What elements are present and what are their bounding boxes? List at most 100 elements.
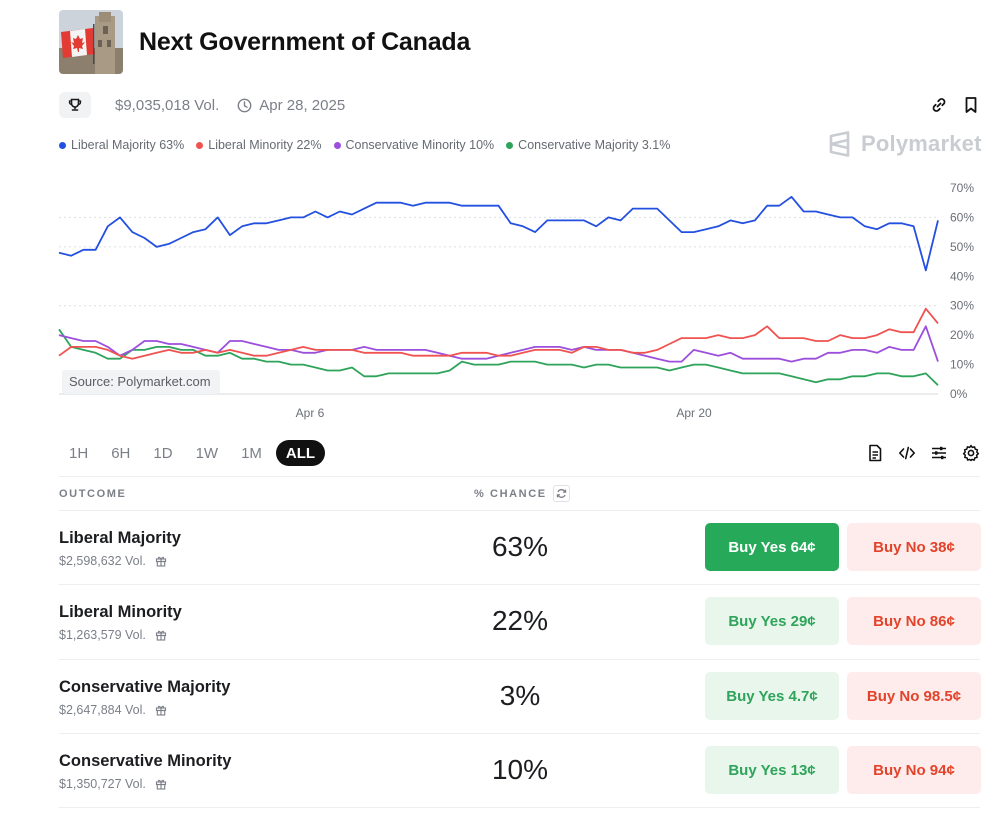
chart-gridlines: [59, 216, 938, 395]
range-1h-button[interactable]: 1H: [69, 444, 89, 462]
legend-item-liberal-majority: Liberal Majority 63%: [59, 138, 184, 152]
outcomes-table-header: OUTCOME % CHANCE: [59, 476, 980, 510]
code-icon: [899, 446, 915, 460]
outcome-volume: $1,263,579 Vol.: [59, 628, 167, 642]
time-range-selector: 1H 6H 1D 1W 1M ALL: [59, 440, 330, 466]
chance-column-header: % CHANCE: [474, 485, 570, 502]
outcome-name: Conservative Majority: [59, 678, 231, 696]
outcome-volume-text: $2,598,632 Vol.: [59, 554, 146, 568]
buy-yes-button[interactable]: Buy Yes 4.7¢: [705, 672, 839, 720]
gear-icon: [962, 444, 980, 462]
buy-no-button[interactable]: Buy No 94¢: [847, 746, 981, 794]
trophy-badge[interactable]: [59, 92, 91, 118]
price-history-chart: 70% 60% 50% 40% 30% 20% 10% 0% Apr 6 Apr 20 Sour…: [58, 181, 974, 420]
settings-button[interactable]: [962, 444, 980, 462]
trophy-icon: [68, 98, 82, 111]
legend-dot: [506, 141, 514, 149]
end-date-text: Apr 28, 2025: [259, 96, 346, 114]
buy-yes-button[interactable]: Buy Yes 13¢: [705, 746, 839, 794]
x-tick-label: Apr 6: [296, 406, 325, 420]
rules-button[interactable]: [866, 444, 884, 462]
gift-icon[interactable]: [155, 555, 167, 567]
outcome-row-liberal-majority[interactable]: Liberal Majority $2,598,632 Vol. 63% Buy…: [59, 510, 981, 584]
chart-series: [58, 195, 939, 386]
outcome-name: Liberal Majority: [59, 529, 181, 547]
gift-icon[interactable]: [155, 778, 167, 790]
range-1d-button[interactable]: 1D: [153, 444, 173, 462]
outcome-row-conservative-minority[interactable]: Conservative Minority $1,350,727 Vol. 10…: [59, 733, 981, 807]
y-tick-label: 20%: [950, 328, 974, 342]
y-tick-label: 40%: [950, 269, 974, 283]
legend-label: Conservative Minority 10%: [345, 138, 495, 152]
y-tick-label: 50%: [950, 240, 974, 254]
outcome-column-header: OUTCOME: [59, 487, 127, 500]
market-meta-row: $9,035,018 Vol. Apr 28, 2025: [59, 91, 980, 119]
bookmark-button[interactable]: [962, 96, 980, 114]
range-1m-button[interactable]: 1M: [241, 444, 262, 462]
series-line-conservative-majority: [58, 328, 939, 386]
polymarket-watermark: Polymarket: [827, 131, 982, 157]
y-tick-label: 10%: [950, 358, 974, 372]
series-line-liberal-minority: [58, 307, 939, 360]
market-image-canada-flag: [59, 10, 123, 74]
market-actions: [930, 96, 980, 114]
x-axis-ticks: Apr 6 Apr 20: [296, 406, 712, 420]
chart-tools: [866, 444, 980, 462]
outcome-volume: $1,350,727 Vol.: [59, 777, 167, 791]
legend-dot: [196, 141, 204, 149]
buy-no-button[interactable]: Buy No 98.5¢: [847, 672, 981, 720]
source-note-text: Source: Polymarket.com: [69, 374, 211, 389]
outcome-chance: 3%: [499, 680, 541, 711]
range-all-button[interactable]: ALL: [275, 440, 326, 466]
market-header: Next Government of Canada: [59, 10, 470, 74]
gift-icon[interactable]: [155, 704, 167, 716]
table-bottom-divider: [59, 807, 980, 808]
y-tick-label: 30%: [950, 299, 974, 313]
y-tick-label: 60%: [950, 210, 974, 224]
embed-button[interactable]: [898, 444, 916, 462]
outcome-name: Liberal Minority: [59, 603, 182, 621]
outcome-volume-text: $1,263,579 Vol.: [59, 628, 146, 642]
outcome-row-liberal-minority[interactable]: Liberal Minority $1,263,579 Vol. 22% Buy…: [59, 584, 981, 658]
buy-no-button[interactable]: Buy No 86¢: [847, 597, 981, 645]
chart-legend: Liberal Majority 63% Liberal Minority 22…: [59, 138, 682, 152]
document-icon: [869, 444, 882, 462]
legend-dot: [59, 141, 66, 149]
outcome-chance: 63%: [491, 531, 549, 562]
brand-name: Polymarket: [861, 131, 982, 156]
outcome-volume: $2,647,884 Vol.: [59, 703, 167, 717]
sliders-icon: [932, 446, 946, 460]
legend-dot: [333, 141, 341, 149]
buy-yes-button[interactable]: Buy Yes 29¢: [705, 597, 839, 645]
outcome-chance: 22%: [491, 605, 549, 636]
filters-button[interactable]: [930, 444, 948, 462]
page-title: Next Government of Canada: [139, 27, 471, 56]
outcome-row-conservative-majority[interactable]: Conservative Majority $2,647,884 Vol. 3%…: [59, 659, 981, 733]
legend-item-liberal-minority: Liberal Minority 22%: [196, 138, 322, 152]
time-range-bar: 1H 6H 1D 1W 1M ALL: [59, 439, 980, 467]
market-volume: $9,035,018 Vol.: [115, 96, 220, 114]
legend-label: Liberal Majority 63%: [71, 138, 185, 152]
end-date: Apr 28, 2025: [237, 97, 345, 114]
y-axis-ticks: 70% 60% 50% 40% 30% 20% 10% 0%: [950, 181, 974, 401]
gift-icon[interactable]: [155, 629, 167, 641]
outcome-name: Conservative Minority: [59, 752, 232, 770]
range-1w-button[interactable]: 1W: [195, 444, 219, 462]
outcome-volume: $2,598,632 Vol.: [59, 554, 167, 568]
clock-icon: [237, 98, 252, 112]
refresh-chance-button[interactable]: [552, 485, 570, 502]
buy-yes-button[interactable]: Buy Yes 64¢: [705, 523, 839, 571]
refresh-icon: [556, 489, 566, 498]
outcome-volume-text: $1,350,727 Vol.: [59, 777, 146, 791]
polymarket-logo-icon: [829, 131, 850, 157]
outcome-volume-text: $2,647,884 Vol.: [59, 703, 146, 717]
y-tick-label: 0%: [950, 387, 968, 401]
chance-column-label: % CHANCE: [474, 487, 547, 500]
buy-no-button[interactable]: Buy No 38¢: [847, 523, 981, 571]
outcome-chance: 10%: [491, 754, 549, 785]
legend-label: Conservative Majority 3.1%: [518, 138, 671, 152]
legend-item-conservative-majority: Conservative Majority 3.1%: [506, 138, 670, 152]
y-tick-label: 70%: [950, 181, 974, 195]
range-6h-button[interactable]: 6H: [111, 444, 131, 462]
copy-link-button[interactable]: [930, 96, 948, 114]
